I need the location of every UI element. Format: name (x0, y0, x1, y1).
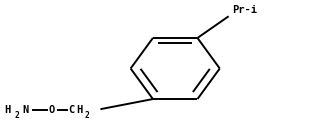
Text: C: C (68, 105, 74, 115)
Text: H: H (4, 105, 10, 115)
Text: H: H (76, 105, 83, 115)
Text: O: O (48, 105, 54, 115)
Text: N: N (22, 105, 28, 115)
Text: 2: 2 (14, 111, 19, 120)
Text: 2: 2 (85, 111, 90, 120)
Text: Pr-i: Pr-i (232, 5, 257, 15)
